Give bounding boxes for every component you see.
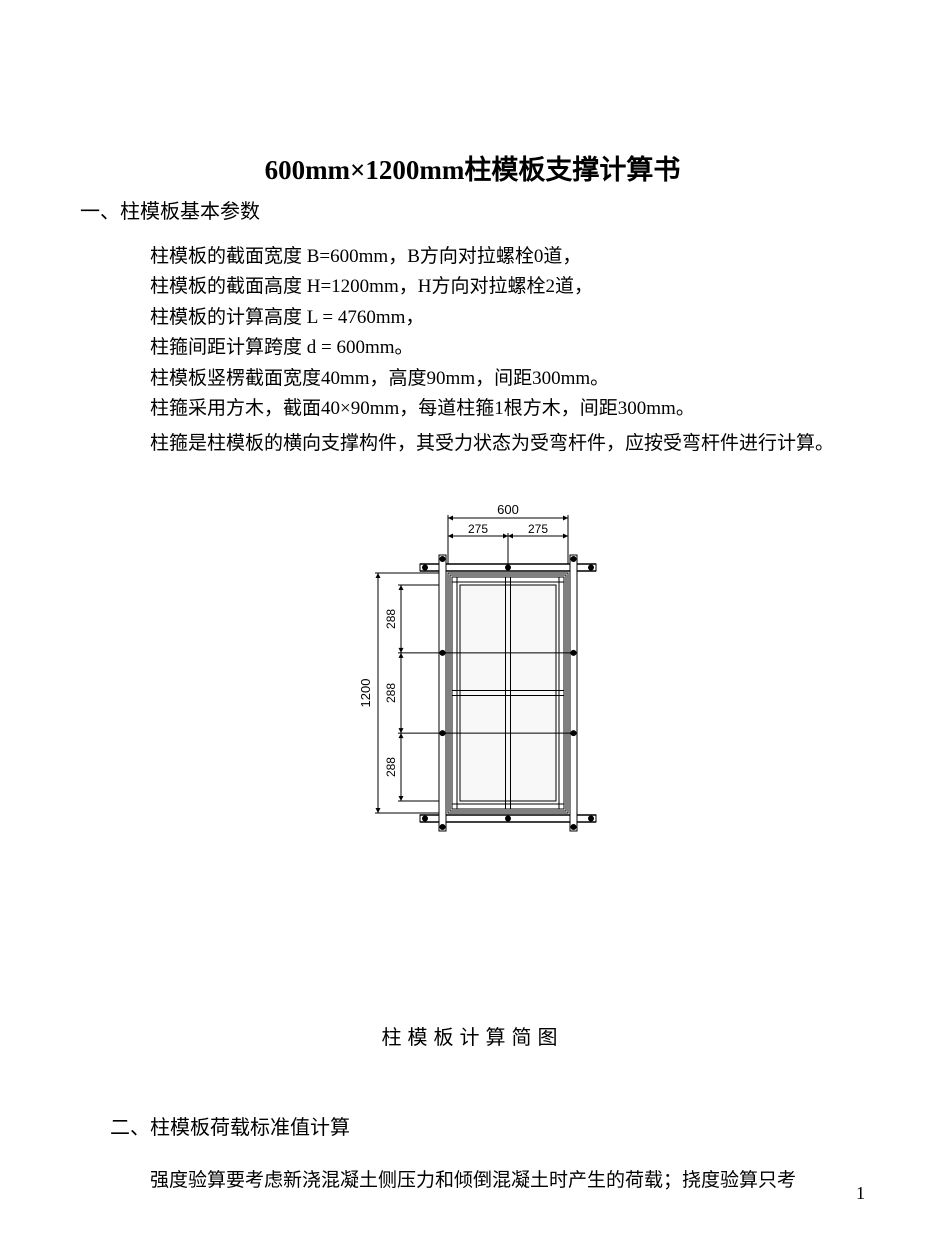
para-line: 柱箍间距计算跨度 d = 600mm。 — [150, 334, 865, 363]
section-2-para: 强度验算要考虑新浇混凝土侧压力和倾倒混凝土时产生的荷载；挠度验算只考 — [150, 1167, 865, 1196]
svg-text:288: 288 — [384, 757, 398, 777]
para-line: 柱模板的截面宽度 B=600mm，B方向对拉螺栓0道， — [150, 243, 865, 272]
svg-text:600: 600 — [497, 502, 519, 517]
section-1-wrap: 柱箍是柱模板的横向支撑构件，其受力状态为受弯杆件，应按受弯杆件进行计算。 — [80, 430, 865, 459]
section-1-body: 柱模板的截面宽度 B=600mm，B方向对拉螺栓0道， 柱模板的截面高度 H=1… — [150, 243, 865, 424]
page-title: 600mm×1200mm柱模板支撑计算书 — [80, 150, 865, 191]
svg-text:275: 275 — [467, 522, 487, 536]
section-2-heading: 二、柱模板荷载标准值计算 — [110, 1113, 865, 1143]
figure-caption: 柱模板计算简图 — [80, 1023, 865, 1053]
section-1-heading: 一、柱模板基本参数 — [80, 197, 865, 227]
para-line: 柱箍采用方木，截面40×90mm，每道柱箍1根方木，间距300mm。 — [150, 395, 865, 424]
document-page: 600mm×1200mm柱模板支撑计算书 一、柱模板基本参数 柱模板的截面宽度 … — [0, 0, 945, 1235]
figure-container: 600 275 275 1200 288 288 288 — [80, 498, 865, 868]
page-number: 1 — [856, 1180, 865, 1207]
column-diagram: 600 275 275 1200 288 288 288 — [323, 498, 623, 858]
svg-text:288: 288 — [384, 683, 398, 703]
para-line: 柱模板的截面高度 H=1200mm，H方向对拉螺栓2道， — [150, 273, 865, 302]
svg-text:1200: 1200 — [358, 679, 373, 708]
svg-text:275: 275 — [527, 522, 547, 536]
para-line: 柱模板的计算高度 L = 4760mm， — [150, 304, 865, 333]
para-line: 柱模板竖楞截面宽度40mm，高度90mm，间距300mm。 — [150, 365, 865, 394]
svg-text:288: 288 — [384, 609, 398, 629]
